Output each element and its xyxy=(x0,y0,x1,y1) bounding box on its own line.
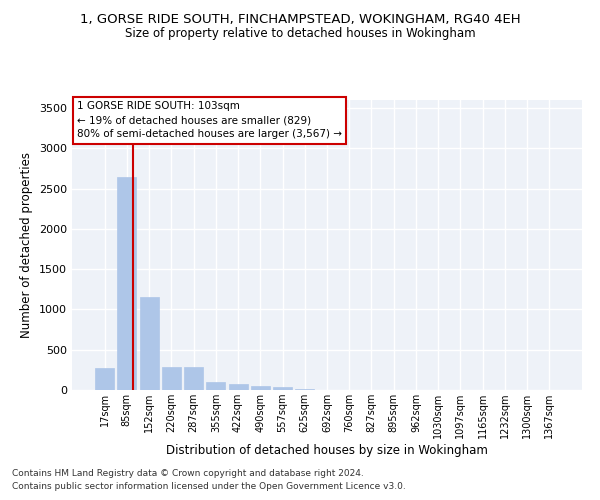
Y-axis label: Number of detached properties: Number of detached properties xyxy=(20,152,34,338)
Bar xyxy=(184,368,203,390)
Text: 1 GORSE RIDE SOUTH: 103sqm
← 19% of detached houses are smaller (829)
80% of sem: 1 GORSE RIDE SOUTH: 103sqm ← 19% of deta… xyxy=(77,102,342,140)
Bar xyxy=(251,386,270,390)
Text: 1, GORSE RIDE SOUTH, FINCHAMPSTEAD, WOKINGHAM, RG40 4EH: 1, GORSE RIDE SOUTH, FINCHAMPSTEAD, WOKI… xyxy=(80,12,520,26)
Bar xyxy=(95,368,114,390)
Bar xyxy=(295,389,314,390)
Bar xyxy=(162,368,181,390)
Text: Contains public sector information licensed under the Open Government Licence v3: Contains public sector information licen… xyxy=(12,482,406,491)
Bar xyxy=(206,382,225,390)
Text: Contains HM Land Registry data © Crown copyright and database right 2024.: Contains HM Land Registry data © Crown c… xyxy=(12,468,364,477)
Bar xyxy=(140,298,158,390)
Bar xyxy=(118,176,136,390)
X-axis label: Distribution of detached houses by size in Wokingham: Distribution of detached houses by size … xyxy=(166,444,488,457)
Bar xyxy=(273,387,292,390)
Bar xyxy=(229,384,248,390)
Text: Size of property relative to detached houses in Wokingham: Size of property relative to detached ho… xyxy=(125,28,475,40)
